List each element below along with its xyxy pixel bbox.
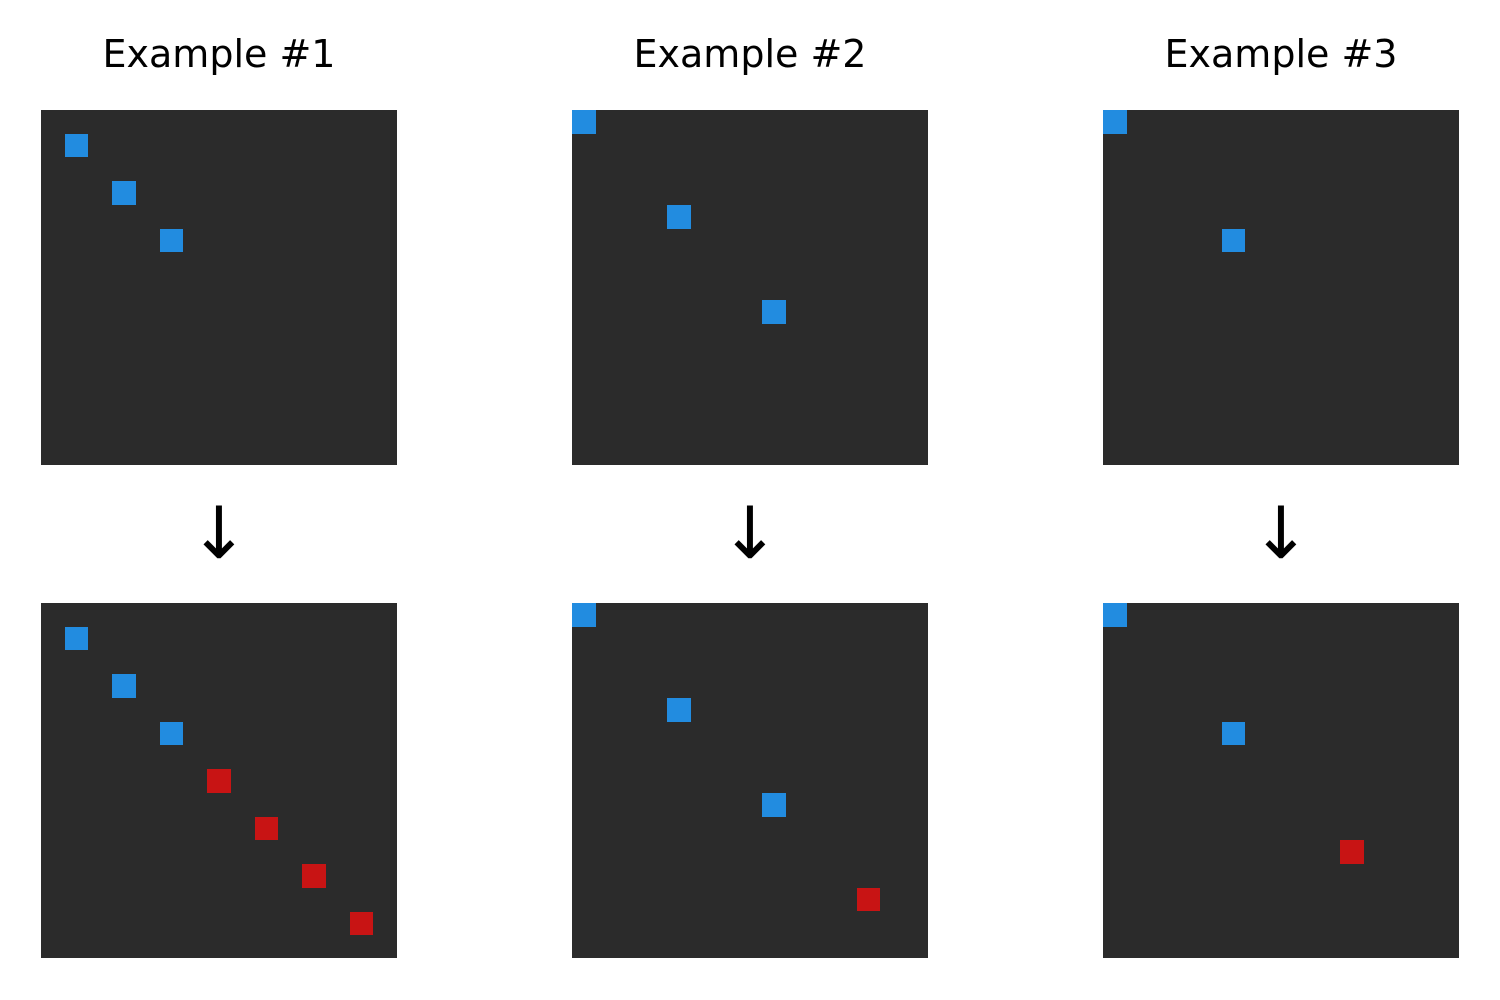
down-arrow-icon: ↓ <box>1250 491 1312 575</box>
red-cell <box>302 864 326 888</box>
example-title: Example #2 <box>633 32 867 76</box>
input-grid <box>41 110 397 465</box>
blue-cell <box>1221 721 1246 746</box>
blue-cell <box>1221 228 1246 253</box>
blue-cell <box>159 228 184 253</box>
blue-cell <box>112 674 136 698</box>
down-arrow-icon: ↓ <box>188 491 250 575</box>
input-grid <box>572 110 928 465</box>
blue-cell <box>666 697 691 722</box>
red-cell <box>254 816 279 841</box>
red-cell <box>856 887 881 912</box>
blue-cell <box>64 133 89 158</box>
blue-cell <box>112 181 136 205</box>
output-grid <box>41 603 397 958</box>
output-grid <box>572 603 928 958</box>
blue-cell <box>761 792 786 817</box>
example-title: Example #1 <box>102 32 336 76</box>
example-1: Example #1 ↓ <box>41 0 397 1000</box>
red-cell <box>1340 840 1365 865</box>
down-arrow-icon: ↓ <box>719 491 781 575</box>
example-3: Example #3 ↓ <box>1103 0 1459 1000</box>
blue-cell <box>1103 110 1127 134</box>
blue-cell <box>64 626 89 651</box>
blue-cell <box>572 110 596 134</box>
blue-cell <box>1103 603 1127 627</box>
example-title: Example #3 <box>1164 32 1398 76</box>
example-2: Example #2 ↓ <box>572 0 928 1000</box>
output-grid <box>1103 603 1459 958</box>
red-cell <box>349 911 374 936</box>
blue-cell <box>666 204 691 229</box>
input-grid <box>1103 110 1459 465</box>
blue-cell <box>761 299 786 324</box>
blue-cell <box>159 721 184 746</box>
red-cell <box>207 769 231 793</box>
blue-cell <box>572 603 596 627</box>
